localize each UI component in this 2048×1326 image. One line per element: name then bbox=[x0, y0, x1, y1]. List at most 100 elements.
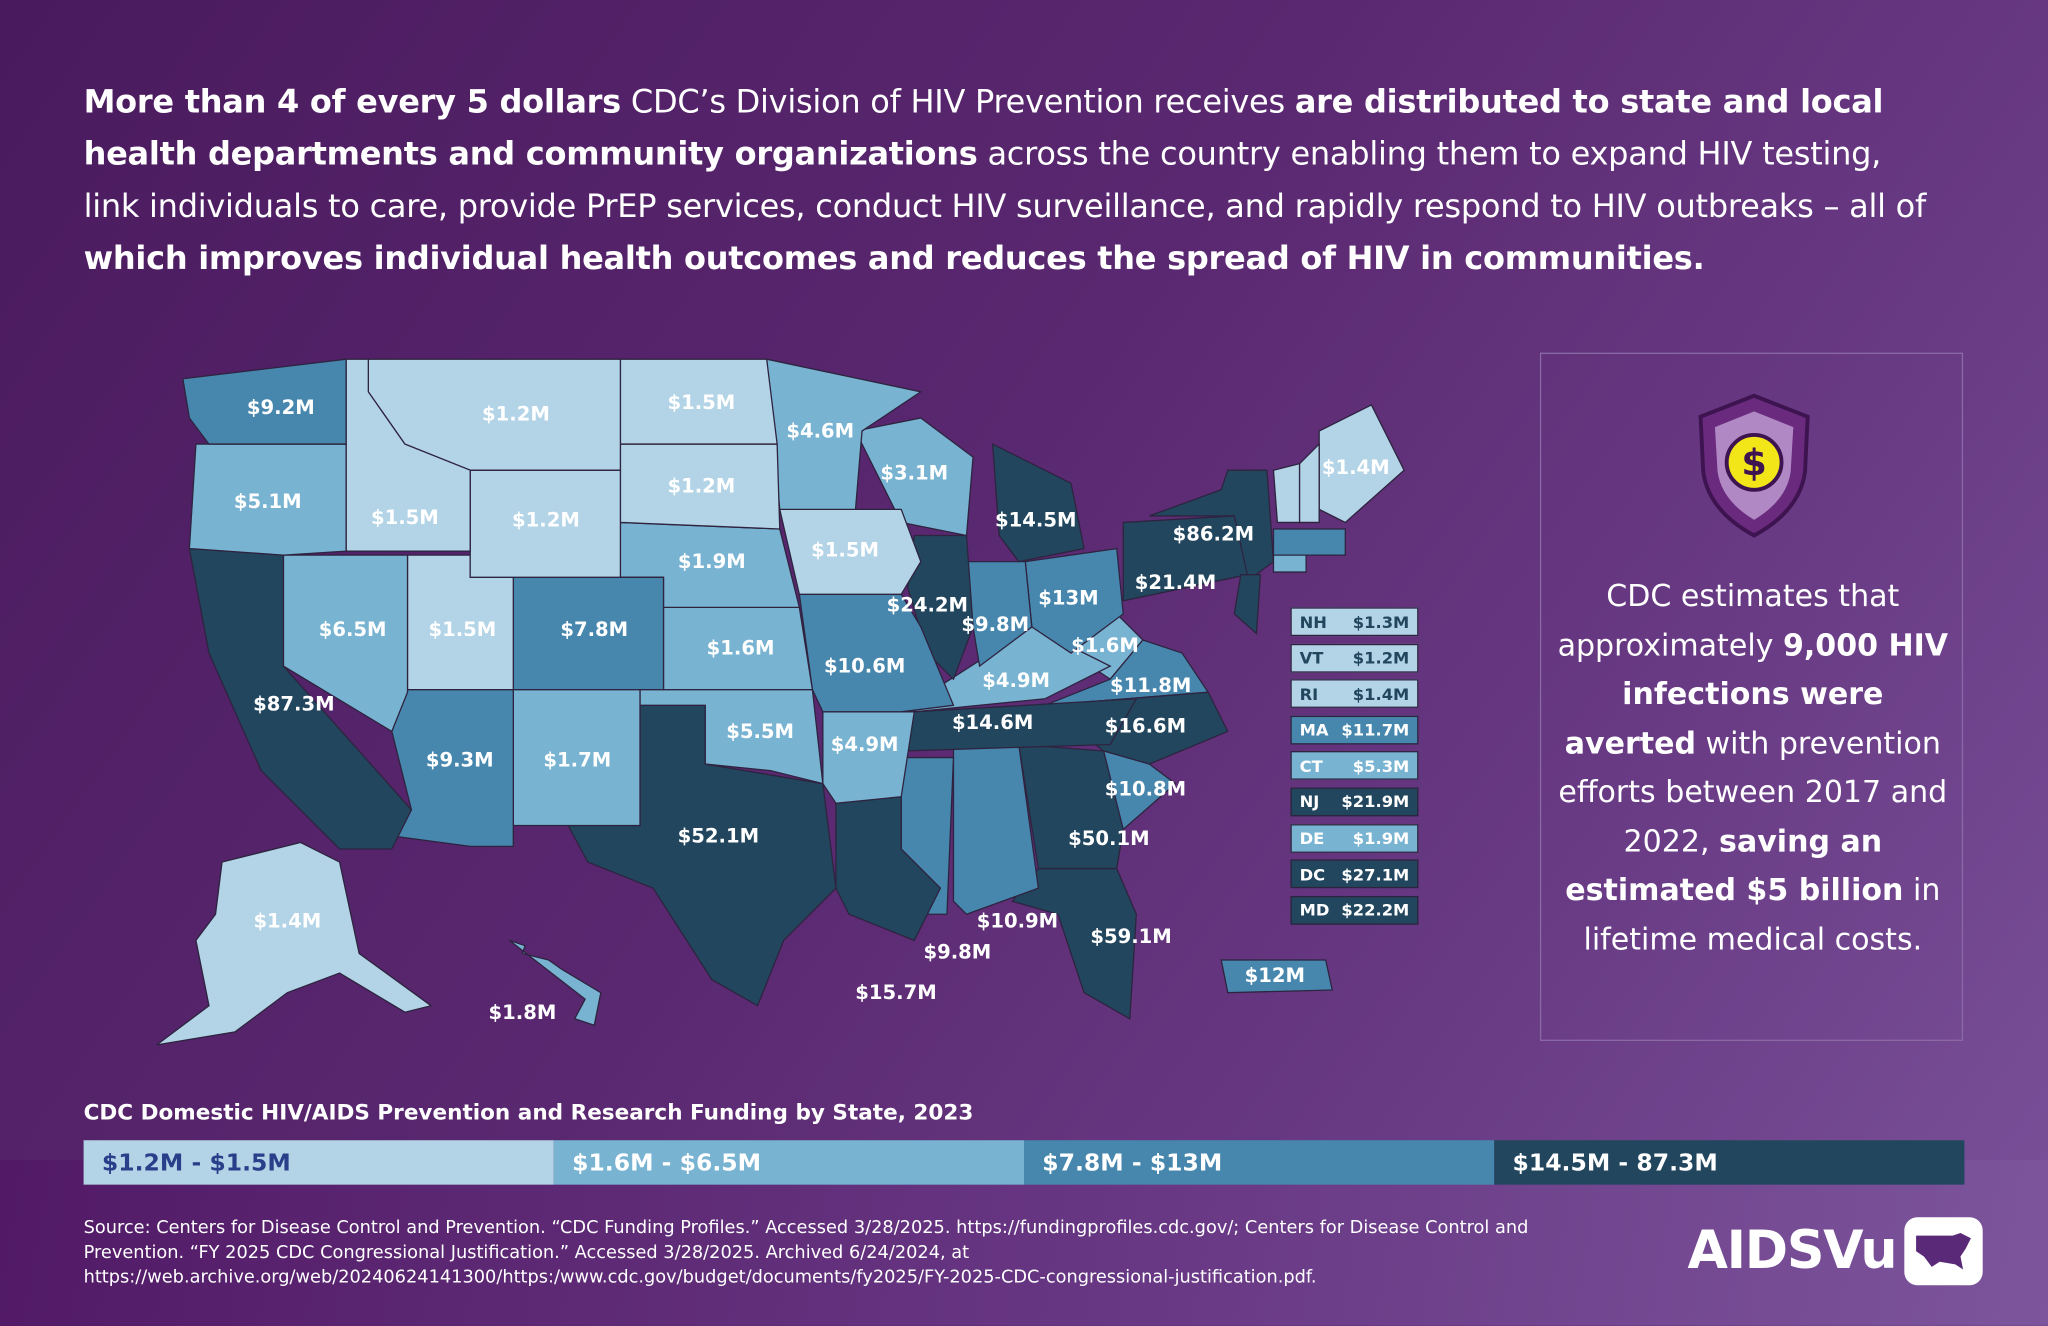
small-state-ma: MA $11.7M bbox=[1290, 715, 1419, 745]
panel-text: CDC estimates that approximately 9,000 H… bbox=[1554, 573, 1951, 965]
small-state-value: $11.7M bbox=[1341, 720, 1410, 740]
small-state-shape bbox=[1298, 442, 1320, 524]
headline-bold-5: which improves individual health outcome… bbox=[83, 239, 1705, 277]
legend-tier-4: $14.5M - 87.3M bbox=[1494, 1140, 1965, 1185]
footer-band bbox=[0, 1159, 2048, 1326]
panel-bold-2: 9,000 HIV infections were averted bbox=[1564, 628, 1949, 761]
small-state-abbr: VT bbox=[1299, 647, 1324, 668]
small-states-list: NH $1.3M VT $1.2M RI $1.4M MA $11.7M CT $5.3M NJ $2… bbox=[1290, 607, 1419, 931]
small-state-value: $22.2M bbox=[1341, 900, 1410, 920]
small-state-value: $1.2M bbox=[1352, 647, 1410, 668]
small-state-abbr: NH bbox=[1299, 611, 1327, 632]
state-label-va: $11.8M bbox=[1110, 674, 1191, 697]
state-label-ny: $86.2M bbox=[1173, 523, 1254, 546]
state-ak bbox=[156, 841, 433, 1046]
state-label-or: $5.1M bbox=[234, 490, 302, 513]
small-state-md: MD $22.2M bbox=[1290, 895, 1419, 925]
small-state-de: DE $1.9M bbox=[1290, 823, 1419, 853]
state-ga bbox=[1017, 743, 1124, 870]
state-mo bbox=[798, 593, 955, 713]
state-label-tn: $14.6M bbox=[952, 711, 1033, 734]
state-label-la: $15.7M bbox=[855, 981, 936, 1004]
legend: $1.2M - $1.5M $1.6M - $6.5M $7.8M - $13M… bbox=[83, 1140, 1965, 1185]
state-fl bbox=[1011, 867, 1137, 1020]
state-label-nd: $1.5M bbox=[667, 391, 735, 414]
small-state-nj: NJ $21.9M bbox=[1290, 787, 1419, 817]
state-label-ut: $1.5M bbox=[428, 618, 496, 641]
state-label-mi: $14.5M bbox=[995, 508, 1076, 531]
small-state-value: $5.3M bbox=[1352, 756, 1410, 776]
state-la bbox=[835, 796, 942, 942]
state-label-in: $9.8M bbox=[961, 613, 1029, 636]
small-state-abbr: RI bbox=[1299, 683, 1319, 704]
legend-title: CDC Domestic HIV/AIDS Prevention and Res… bbox=[83, 1099, 974, 1125]
state-label-pr: $12M bbox=[1245, 964, 1305, 987]
panel-bold-4: saving an estimated $5 billion bbox=[1565, 824, 1904, 908]
state-ia bbox=[778, 508, 922, 595]
logo-text: AIDSVu bbox=[1687, 1221, 1898, 1282]
headline-bold-1: More than 4 of every 5 dollars bbox=[83, 82, 622, 121]
state-wi bbox=[854, 417, 974, 537]
small-state-value: $21.9M bbox=[1341, 792, 1410, 812]
small-state-abbr: CT bbox=[1299, 756, 1323, 776]
state-az bbox=[390, 688, 514, 848]
state-label-il: $24.2M bbox=[887, 593, 968, 616]
state-label-ia: $1.5M bbox=[811, 538, 879, 561]
small-state-shape bbox=[1272, 462, 1301, 524]
state-label-nv: $6.5M bbox=[319, 618, 387, 641]
small-state-abbr: MA bbox=[1299, 720, 1329, 740]
small-state-vt: VT $1.2M bbox=[1290, 643, 1419, 673]
small-state-shape bbox=[1233, 574, 1262, 635]
panel-text-3: with prevention efforts between 2017 and… bbox=[1558, 726, 1948, 859]
state-label-nc: $16.6M bbox=[1105, 715, 1186, 738]
state-label-ga: $50.1M bbox=[1068, 827, 1149, 850]
svg-text:$: $ bbox=[1741, 441, 1766, 484]
legend-tier-3: $7.8M - $13M bbox=[1023, 1140, 1495, 1185]
state-label-ca: $87.3M bbox=[253, 693, 334, 716]
state-label-wa: $9.2M bbox=[247, 396, 315, 419]
small-state-value: $27.1M bbox=[1341, 864, 1410, 884]
state-label-nm: $1.7M bbox=[543, 749, 611, 772]
state-label-ak: $1.4M bbox=[253, 909, 321, 932]
small-state-abbr: MD bbox=[1299, 900, 1330, 920]
state-hi bbox=[508, 939, 602, 1027]
panel-text-1: CDC estimates that approximately bbox=[1557, 579, 1900, 663]
aidsvu-logo: AIDSVu bbox=[1687, 1217, 1983, 1286]
small-state-value: $1.3M bbox=[1352, 611, 1410, 632]
headline: More than 4 of every 5 dollars CDC’s Div… bbox=[84, 76, 1939, 285]
small-state-dc: DC $27.1M bbox=[1290, 859, 1419, 889]
state-label-ky: $4.9M bbox=[982, 669, 1050, 692]
us-map-logo-icon bbox=[1904, 1217, 1983, 1286]
source-citation: Source: Centers for Disease Control and … bbox=[83, 1217, 1529, 1288]
legend-tier-1: $1.2M - $1.5M bbox=[83, 1140, 554, 1185]
state-label-wv: $1.6M bbox=[1071, 634, 1139, 657]
state-label-mo: $10.6M bbox=[824, 655, 905, 678]
small-state-abbr: DE bbox=[1299, 828, 1325, 848]
small-state-ri: RI $1.4M bbox=[1290, 679, 1419, 709]
state-id bbox=[345, 358, 471, 552]
small-state-value: $1.9M bbox=[1352, 828, 1410, 848]
state-label-sd: $1.2M bbox=[667, 474, 735, 497]
state-label-mn: $4.6M bbox=[786, 420, 854, 443]
state-label-pa: $21.4M bbox=[1135, 571, 1216, 594]
state-label-hi: $1.8M bbox=[489, 1001, 557, 1024]
state-label-ks: $1.6M bbox=[707, 636, 775, 659]
state-label-az: $9.3M bbox=[426, 749, 494, 772]
info-panel: $ CDC estimates that approximately 9,000… bbox=[1539, 352, 1964, 1041]
state-label-id: $1.5M bbox=[371, 506, 439, 529]
state-ar bbox=[822, 711, 916, 804]
dollar-shield-icon: $ bbox=[1698, 393, 1810, 538]
state-label-co: $7.8M bbox=[560, 618, 628, 641]
headline-text-2: CDC’s Division of HIV Prevention receive… bbox=[620, 82, 1295, 121]
state-ok bbox=[639, 688, 824, 785]
small-state-shape bbox=[1272, 528, 1346, 556]
headline-text-4: across the country enabling them to expa… bbox=[83, 134, 1927, 225]
small-state-nh: NH $1.3M bbox=[1290, 607, 1419, 637]
state-label-oh: $13M bbox=[1038, 587, 1098, 610]
state-label-ne: $1.9M bbox=[678, 550, 746, 573]
small-state-abbr: DC bbox=[1299, 864, 1326, 884]
small-state-ct: CT $5.3M bbox=[1290, 751, 1419, 781]
us-funding-map: $9.2M $5.1M $87.3M $1.5M $1.2M $1.2M $6.5M $1.5… bbox=[156, 358, 1405, 1046]
state-ca bbox=[188, 547, 413, 850]
state-label-ok: $5.5M bbox=[726, 720, 794, 743]
